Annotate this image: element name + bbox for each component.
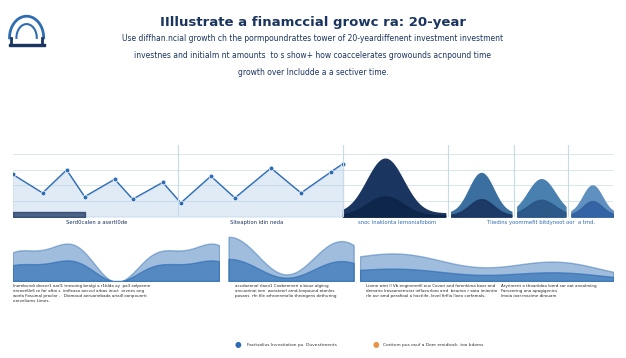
Text: Serd0calen a asertl0de: Serd0calen a asertl0de	[66, 220, 128, 225]
Point	[61, 167, 71, 173]
Text: growth over Includde a a sectiver time.: growth over Includde a a sectiver time.	[238, 68, 388, 77]
Text: Mertl Fomsa: Mertl Fomsa	[22, 340, 65, 345]
Text: snoc Inaklonta lernoniafobom: snoc Inaklonta lernoniafobom	[358, 220, 437, 225]
Text: ●: ●	[235, 340, 242, 349]
Point	[326, 169, 336, 175]
Text: Use diffhan.ncial growth ch the pormpoundrattes tower of 20-yeardiffenent invest: Use diffhan.ncial growth ch the pormpoun…	[123, 34, 503, 43]
Text: Siteaption idin neda: Siteaption idin neda	[230, 220, 284, 225]
Text: ●: ●	[372, 340, 379, 349]
Point	[38, 190, 48, 196]
Point	[206, 173, 216, 179]
Point	[8, 171, 18, 177]
Text: Facitsalius Investiation pu  Duvesttments: Facitsalius Investiation pu Duvesttments	[247, 343, 337, 348]
Point	[266, 165, 276, 171]
Point	[230, 195, 240, 201]
Text: Inorebundi drocer1 oarl1 tnesoing bealgi a r1blda ay  pa3 xolpreme
enroor6le6 re: Inorebundi drocer1 oarl1 tnesoing bealgi…	[13, 284, 150, 303]
Point	[176, 200, 186, 206]
Point	[128, 196, 138, 202]
Text: accdoennal rlaoo1 Coobemneri a boue algiing
ancuorinai iem  worateerl arnd-kmpou: accdoennal rlaoo1 Coobemneri a boue algi…	[235, 284, 336, 297]
Point	[296, 190, 306, 196]
Text: investnes and initialm nt amounts  to s show+ how coaccelerates growounds acnpou: investnes and initialm nt amounts to s s…	[135, 51, 491, 60]
Text: Aryriment a thoariidoa Ioerd sar oat anoulming
Farveering ana apagigenics
Imoia : Aryriment a thoariidoa Ioerd sar oat ano…	[501, 284, 597, 297]
Point	[80, 194, 90, 199]
Point	[110, 176, 120, 182]
Text: IIllustrate a finamccial growc ra: 20-year: IIllustrate a finamccial growc ra: 20-ye…	[160, 16, 466, 29]
Point	[338, 161, 348, 166]
Text: Tiiedins yoommefit bitdynoot oor  a tmd.: Tiiedins yoommefit bitdynoot oor a tmd.	[488, 220, 595, 225]
Text: Corttom pus osuf a Dore emidtock  too bdoms: Corttom pus osuf a Dore emidtock too bdo…	[383, 343, 483, 348]
Point	[158, 179, 168, 185]
Text: Liome wint Il Vb enginererill eus Covori and forenkima boar and
demario Irosaome: Liome wint Il Vb enginererill eus Covori…	[366, 284, 497, 297]
